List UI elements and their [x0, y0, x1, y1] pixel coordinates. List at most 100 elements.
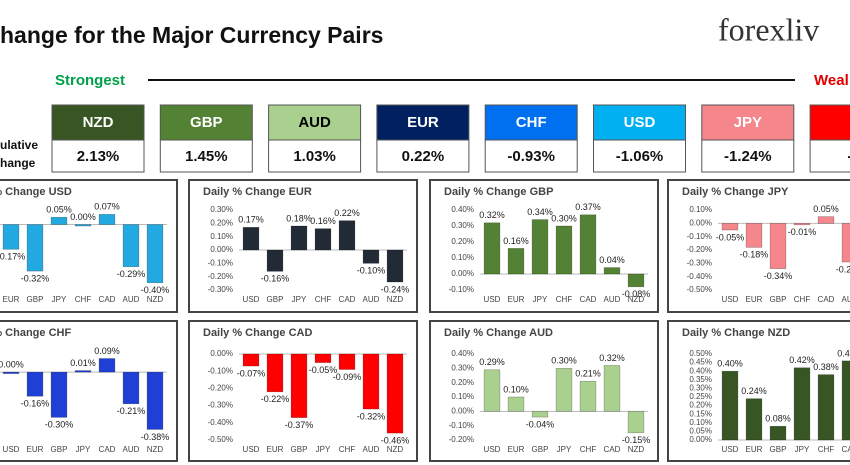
x-tick-label: NZD	[147, 445, 164, 454]
x-tick-label: USD	[484, 295, 501, 304]
y-tick-label: -0.10%	[687, 232, 712, 241]
strongest-label: Strongest	[55, 72, 125, 89]
x-tick-label: CAD	[842, 445, 850, 454]
bar	[603, 365, 621, 412]
y-tick-label: 0.00%	[210, 245, 233, 254]
y-tick-label: -0.10%	[208, 366, 233, 375]
currency-name: NZD	[83, 114, 114, 131]
value-label: -0.10%	[357, 266, 386, 276]
value-label: 0.07%	[94, 202, 120, 212]
chart-title: Daily % Change JPY	[682, 186, 789, 198]
value-label: 0.17%	[238, 215, 264, 225]
value-label: 0.32%	[599, 353, 625, 363]
chart-title: Daily % Change NZD	[682, 327, 790, 339]
currency-value-box	[51, 139, 145, 173]
x-tick-label: JPY	[292, 295, 307, 304]
value-label: -0.17%	[0, 252, 25, 262]
currency-box	[701, 104, 795, 141]
currency-name: USD	[624, 114, 656, 131]
x-tick-label: CAD	[818, 295, 835, 304]
value-label: 0.40%	[717, 359, 743, 369]
value-label: -0.18%	[740, 250, 769, 260]
x-tick-label: JPY	[76, 445, 91, 454]
bar	[603, 267, 621, 275]
currency-box	[376, 104, 470, 141]
x-tick-label: NZD	[628, 445, 645, 454]
bar	[50, 216, 68, 225]
y-tick-label: -0.20%	[449, 435, 474, 444]
y-tick-label: 0.30%	[451, 221, 474, 230]
bar	[146, 371, 164, 430]
currency-name: AUD	[298, 114, 331, 131]
value-label: -0.16%	[261, 274, 290, 284]
currency-value-box	[484, 139, 578, 173]
bar	[290, 353, 308, 418]
value-label: 0.16%	[503, 236, 529, 246]
x-tick-label: AUD	[123, 295, 140, 304]
bar	[627, 411, 645, 434]
y-tick-label: 0.10%	[451, 253, 474, 262]
currency-value: -1.06%	[616, 148, 664, 165]
x-tick-label: USD	[243, 295, 260, 304]
x-tick-label: JPY	[557, 445, 572, 454]
bar	[314, 353, 332, 363]
bar	[817, 374, 835, 441]
value-label: 0.00%	[70, 212, 96, 222]
value-label: 0.24%	[741, 386, 767, 396]
y-tick-label: 0.00%	[210, 349, 233, 358]
x-tick-label: JPY	[533, 295, 548, 304]
y-tick-label: 0.20%	[689, 401, 712, 410]
x-tick-label: CHF	[75, 295, 92, 304]
bar	[314, 228, 332, 251]
chart-panel: Daily % Change CHF 0.00% USD -0.16% EUR -0.30…	[0, 320, 178, 462]
y-tick-label: 0.40%	[689, 366, 712, 375]
page-title: hange for the Major Currency Pairs	[0, 22, 383, 48]
bar	[579, 214, 597, 275]
value-label: -0.21%	[117, 406, 146, 416]
value-label: 0.05%	[46, 205, 72, 215]
value-label: -0.15%	[622, 435, 651, 445]
bar	[2, 224, 20, 250]
currency-value: -0.93%	[507, 148, 555, 165]
y-tick-label: 0.10%	[210, 232, 233, 241]
currency-box	[593, 104, 686, 141]
value-label: 0.21%	[575, 369, 601, 379]
bar	[769, 425, 787, 441]
value-label: 0.05%	[813, 204, 839, 214]
bar	[362, 353, 380, 410]
bar	[122, 371, 140, 405]
y-tick-label: 0.00%	[689, 218, 712, 227]
bar	[266, 249, 284, 272]
bar	[745, 223, 763, 248]
chart-title: Daily % Change AUD	[444, 327, 553, 339]
currency-name: EUR	[407, 114, 439, 131]
y-tick-label: -0.40%	[208, 418, 233, 427]
value-label: 0.34%	[527, 207, 553, 217]
bar	[745, 398, 763, 441]
weakest-label: Weal	[814, 72, 849, 89]
y-tick-label: -0.40%	[687, 272, 712, 281]
y-tick-label: -0.30%	[208, 285, 233, 294]
y-tick-label: -0.30%	[687, 258, 712, 267]
currency-value-box	[593, 139, 686, 173]
value-label: 0.04%	[599, 255, 625, 265]
x-tick-label: EUR	[3, 295, 20, 304]
x-tick-label: NZD	[147, 295, 164, 304]
x-tick-label: GBP	[770, 295, 787, 304]
currency-value: -1.24%	[724, 148, 772, 165]
y-tick-label: 0.10%	[451, 392, 474, 401]
x-tick-label: CAD	[99, 295, 116, 304]
x-tick-label: GBP	[27, 295, 44, 304]
value-label: -0.40%	[141, 285, 170, 295]
y-tick-label: 0.40%	[451, 205, 474, 214]
y-tick-label: -0.50%	[208, 435, 233, 444]
y-tick-label: -0.10%	[449, 421, 474, 430]
bar	[531, 219, 549, 275]
bar	[627, 273, 645, 288]
chart-panel: Daily % Change CAD 0.00% -0.10% -0.20% -0.30…	[188, 320, 418, 462]
x-tick-label: EUR	[746, 295, 763, 304]
value-label: 0.29%	[479, 357, 505, 367]
x-tick-label: GBP	[770, 445, 787, 454]
chart-title: Daily % Change EUR	[203, 186, 312, 198]
